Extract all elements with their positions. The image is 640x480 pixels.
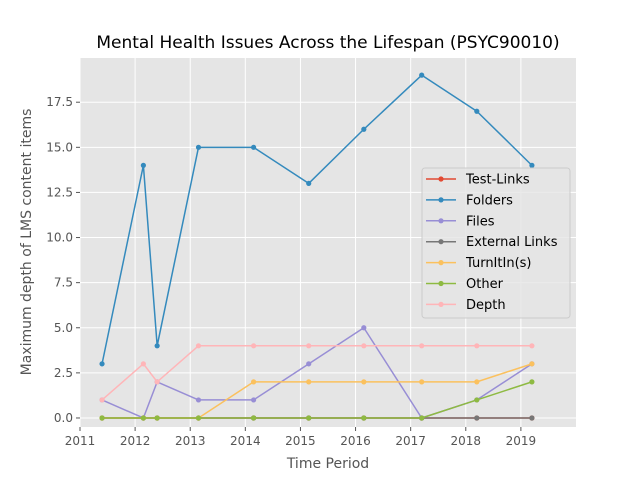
data-point	[306, 361, 312, 367]
x-tick-label: 2016	[340, 434, 371, 448]
data-point	[361, 415, 367, 421]
data-point	[419, 343, 425, 349]
legend-item: Depth	[426, 298, 506, 313]
data-point	[195, 343, 202, 349]
y-tick-label: 5.0	[54, 321, 73, 335]
data-point	[474, 415, 480, 421]
data-point	[154, 379, 160, 385]
data-point	[99, 415, 105, 421]
legend-label: External Links	[466, 235, 558, 250]
data-point	[306, 379, 312, 385]
legend-item: Files	[426, 214, 495, 229]
data-point	[154, 415, 160, 421]
data-point	[474, 397, 480, 403]
legend-label: Files	[466, 214, 495, 229]
x-axis-label: Time Period	[286, 456, 369, 472]
x-tick-label: 2012	[120, 434, 151, 448]
data-point	[306, 415, 312, 421]
legend-item: TurnItIn(s)	[426, 256, 531, 271]
x-tick-label: 2013	[175, 434, 206, 448]
data-point	[140, 415, 146, 421]
data-point	[474, 379, 480, 385]
y-tick-label: 2.5	[54, 366, 73, 380]
legend-label: TurnItIn(s)	[465, 256, 531, 271]
chart-title: Mental Health Issues Across the Lifespan…	[96, 33, 559, 53]
y-tick-label: 0.0	[54, 411, 73, 425]
series-line	[102, 381, 533, 419]
data-point	[251, 379, 257, 385]
ticks: 0.0 2.5 5.0 7.5 10.0 12.5 15.0 17.5 2011 2012 2013…	[46, 95, 536, 448]
legend-swatch-marker	[438, 260, 444, 266]
x-tick-label: 2015	[285, 434, 316, 448]
series-line	[101, 74, 533, 365]
data-point	[419, 379, 425, 385]
data-point	[140, 162, 146, 168]
legend-swatch-marker	[438, 280, 444, 287]
data-point	[361, 343, 367, 349]
data-point	[306, 343, 312, 349]
data-point	[251, 415, 257, 421]
series-folders	[99, 72, 535, 367]
x-tick-label: 2011	[65, 434, 96, 448]
legend-swatch-marker	[438, 197, 444, 203]
data-point	[361, 325, 367, 331]
legend: Test-Links Folders Files External Links Turn…	[421, 167, 571, 319]
y-tick-label: 15.0	[46, 140, 73, 154]
legend-swatch-marker	[438, 301, 444, 307]
y-tick-label: 17.5	[46, 95, 73, 109]
data-point	[474, 108, 480, 114]
data-point	[154, 343, 160, 349]
data-point	[195, 144, 202, 150]
data-point	[306, 180, 312, 187]
x-tick-label: 2019	[506, 434, 537, 448]
x-tick-label: 2017	[395, 434, 426, 448]
legend-box	[421, 167, 571, 319]
legend-swatch-marker	[438, 239, 444, 245]
grid	[79, 58, 576, 427]
x-tick-label: 2014	[230, 434, 261, 448]
y-tick-label: 7.5	[54, 276, 73, 290]
legend-item: Folders	[426, 193, 513, 208]
data-point	[529, 379, 535, 385]
data-point	[419, 72, 425, 78]
legend-item: Other	[426, 277, 504, 292]
series-line	[101, 345, 532, 401]
legend-label: Folders	[466, 193, 513, 208]
series-group	[99, 72, 535, 421]
legend-swatch-marker	[438, 176, 444, 182]
legend-label: Test-Links	[465, 173, 530, 188]
data-point	[99, 361, 105, 367]
data-point	[251, 343, 257, 349]
data-point	[529, 415, 535, 421]
y-tick-label: 12.5	[46, 185, 73, 199]
legend-item: Test-Links	[426, 173, 530, 188]
data-point	[99, 397, 105, 403]
y-tick-label: 10.0	[46, 231, 73, 245]
data-point	[361, 126, 367, 132]
series-depth	[99, 343, 535, 403]
data-point	[529, 361, 535, 367]
data-point	[140, 361, 146, 367]
data-point	[419, 415, 425, 421]
data-point	[251, 397, 257, 403]
legend-item: External Links	[426, 235, 558, 250]
data-point	[529, 343, 535, 349]
y-axis-label: Maximum depth of LMS content items	[19, 109, 35, 376]
legend-swatch-marker	[438, 218, 444, 224]
data-point	[195, 415, 202, 421]
x-tick-label: 2018	[451, 434, 482, 448]
data-point	[361, 379, 367, 385]
data-point	[195, 397, 202, 403]
legend-label: Other	[466, 277, 504, 292]
data-point	[251, 144, 257, 150]
data-point	[529, 162, 535, 168]
series-other	[99, 379, 535, 421]
legend-label: Depth	[466, 298, 506, 313]
data-point	[474, 343, 480, 349]
